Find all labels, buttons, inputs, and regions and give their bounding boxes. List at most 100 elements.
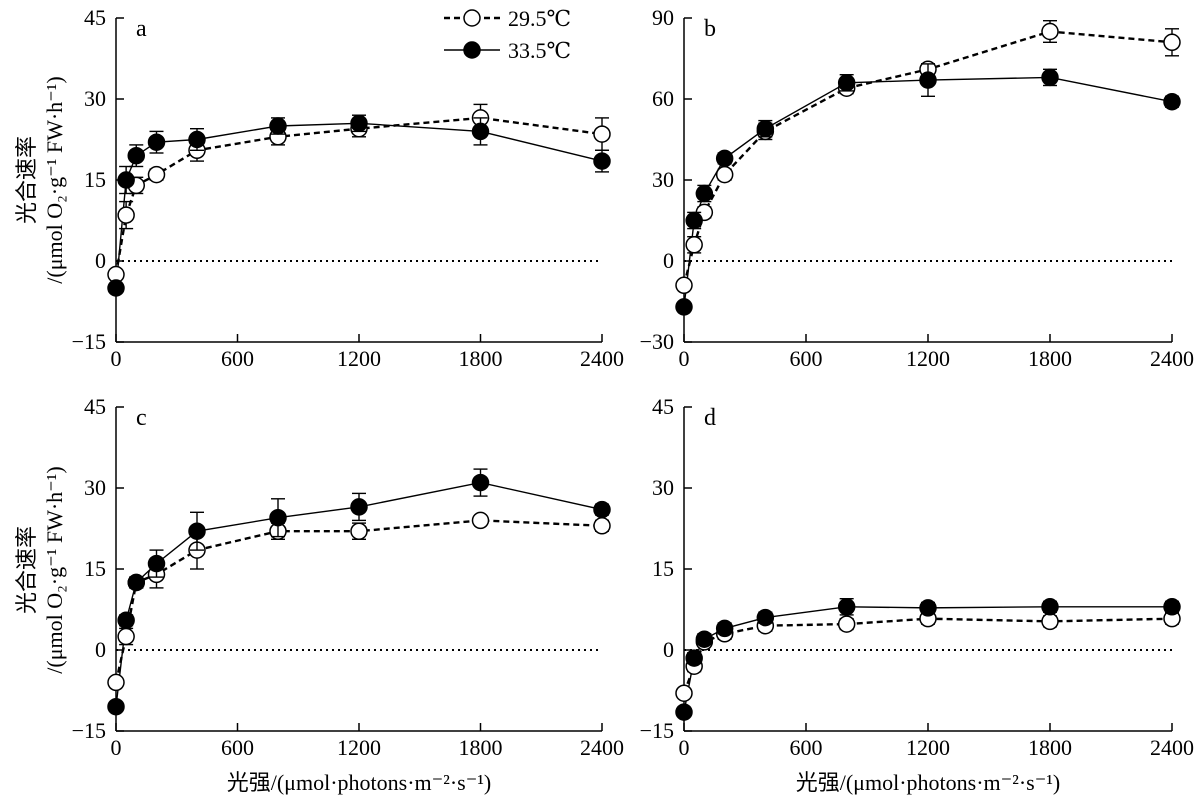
y-tick-label: 15 (652, 556, 674, 581)
x-tick-label: 1800 (1028, 735, 1072, 760)
data-point-filled (837, 598, 856, 616)
y-tick-label: −15 (72, 329, 106, 354)
data-point-filled (685, 649, 703, 667)
y-axis-title-top: 光合速率/(μmol O₂·g⁻¹ FW·h⁻¹) (14, 76, 67, 283)
x-tick-label: 600 (221, 735, 254, 760)
data-point-open (147, 165, 166, 184)
series-line-open (682, 30, 1173, 286)
data-point-open (117, 206, 135, 224)
y-axis-title-unit: /(μmol O₂·g⁻¹ FW·h⁻¹) (42, 466, 67, 673)
panel-label: a (136, 16, 147, 42)
data-point-filled (188, 130, 206, 149)
data-point-open (350, 522, 368, 540)
data-point-filled (919, 71, 937, 89)
panel-label: d (704, 405, 716, 431)
data-point-filled (919, 599, 937, 617)
data-point-open (1041, 612, 1059, 631)
y-axis-title-bottom: 光合速率/(μmol O₂·g⁻¹ FW·h⁻¹) (14, 466, 67, 673)
data-point-filled (1041, 598, 1059, 616)
data-point-filled (147, 133, 166, 151)
x-tick-label: 600 (790, 735, 823, 760)
data-point-filled (107, 697, 125, 716)
legend-marker-filled (463, 41, 481, 59)
y-axis-title-main: 光合速率 (14, 526, 39, 614)
x-tick-label: 0 (111, 735, 122, 760)
series-line-filled (683, 76, 1173, 307)
y-tick-label: 30 (84, 475, 106, 500)
y-tick-label: 30 (652, 475, 674, 500)
y-tick-label: 15 (84, 167, 106, 192)
data-point-filled (269, 117, 287, 135)
y-tick-label: 45 (84, 394, 106, 419)
data-point-filled (147, 554, 166, 573)
data-point-filled (117, 171, 135, 189)
x-tick-label: 1200 (337, 735, 381, 760)
data-point-filled (350, 498, 368, 516)
data-point-open (593, 125, 611, 143)
x-tick-label: 1800 (459, 735, 503, 760)
y-tick-label: 15 (84, 556, 106, 581)
data-point-filled (675, 703, 693, 721)
panel-label: b (704, 16, 716, 42)
panel-label: c (136, 405, 147, 431)
data-point-filled (695, 630, 714, 648)
data-point-open (1041, 22, 1059, 41)
x-tick-label: 2400 (580, 735, 624, 760)
y-tick-label: 0 (95, 637, 106, 662)
data-point-filled (695, 184, 714, 203)
legend-label: 29.5℃ (508, 6, 571, 31)
data-point-filled (471, 122, 490, 141)
data-point-open (593, 517, 611, 535)
data-point-open (675, 276, 693, 295)
x-tick-label: 2400 (1150, 735, 1194, 760)
y-tick-label: 90 (652, 5, 674, 30)
x-tick-label: 600 (790, 346, 823, 371)
x-tick-label: 0 (679, 735, 690, 760)
data-point-filled (127, 573, 145, 592)
y-tick-label: 45 (84, 5, 106, 30)
x-tick-label: 2400 (580, 346, 624, 371)
y-tick-label: 45 (652, 394, 674, 419)
y-tick-label: −15 (72, 718, 106, 743)
x-tick-label: 1200 (906, 735, 950, 760)
y-tick-label: 0 (95, 248, 106, 273)
data-point-open (837, 615, 856, 633)
data-point-filled (350, 114, 368, 133)
x-tick-label: 600 (221, 346, 254, 371)
data-point-filled (269, 508, 287, 527)
legend-marker-open (463, 9, 481, 27)
data-point-filled (715, 149, 734, 168)
series-line-open (682, 617, 1173, 694)
data-point-filled (107, 279, 125, 297)
y-axis-title-unit: /(μmol O₂·g⁻¹ FW·h⁻¹) (42, 76, 67, 283)
data-point-filled (715, 619, 734, 638)
data-point-filled (593, 152, 611, 170)
y-tick-label: −15 (640, 718, 674, 743)
x-tick-label: 1200 (906, 346, 950, 371)
data-point-filled (1163, 92, 1181, 111)
x-tick-label: 1800 (1028, 346, 1072, 371)
y-tick-label: 0 (663, 637, 674, 662)
y-tick-label: 30 (652, 167, 674, 192)
data-point-filled (127, 146, 145, 165)
legend: 29.5℃ 33.5℃ (444, 6, 571, 63)
y-tick-label: 30 (84, 86, 106, 111)
data-point-filled (471, 473, 490, 492)
data-point-filled (837, 74, 856, 92)
data-point-filled (1041, 68, 1059, 87)
x-tick-label: 0 (111, 346, 122, 371)
data-point-filled (685, 211, 703, 230)
data-point-open (107, 673, 125, 692)
data-point-filled (1163, 598, 1181, 616)
y-tick-label: −30 (640, 329, 674, 354)
x-tick-label: 0 (679, 346, 690, 371)
data-point-open (1163, 33, 1181, 52)
data-point-filled (675, 298, 693, 316)
data-point-filled (756, 608, 775, 627)
x-tick-label: 2400 (1150, 346, 1194, 371)
